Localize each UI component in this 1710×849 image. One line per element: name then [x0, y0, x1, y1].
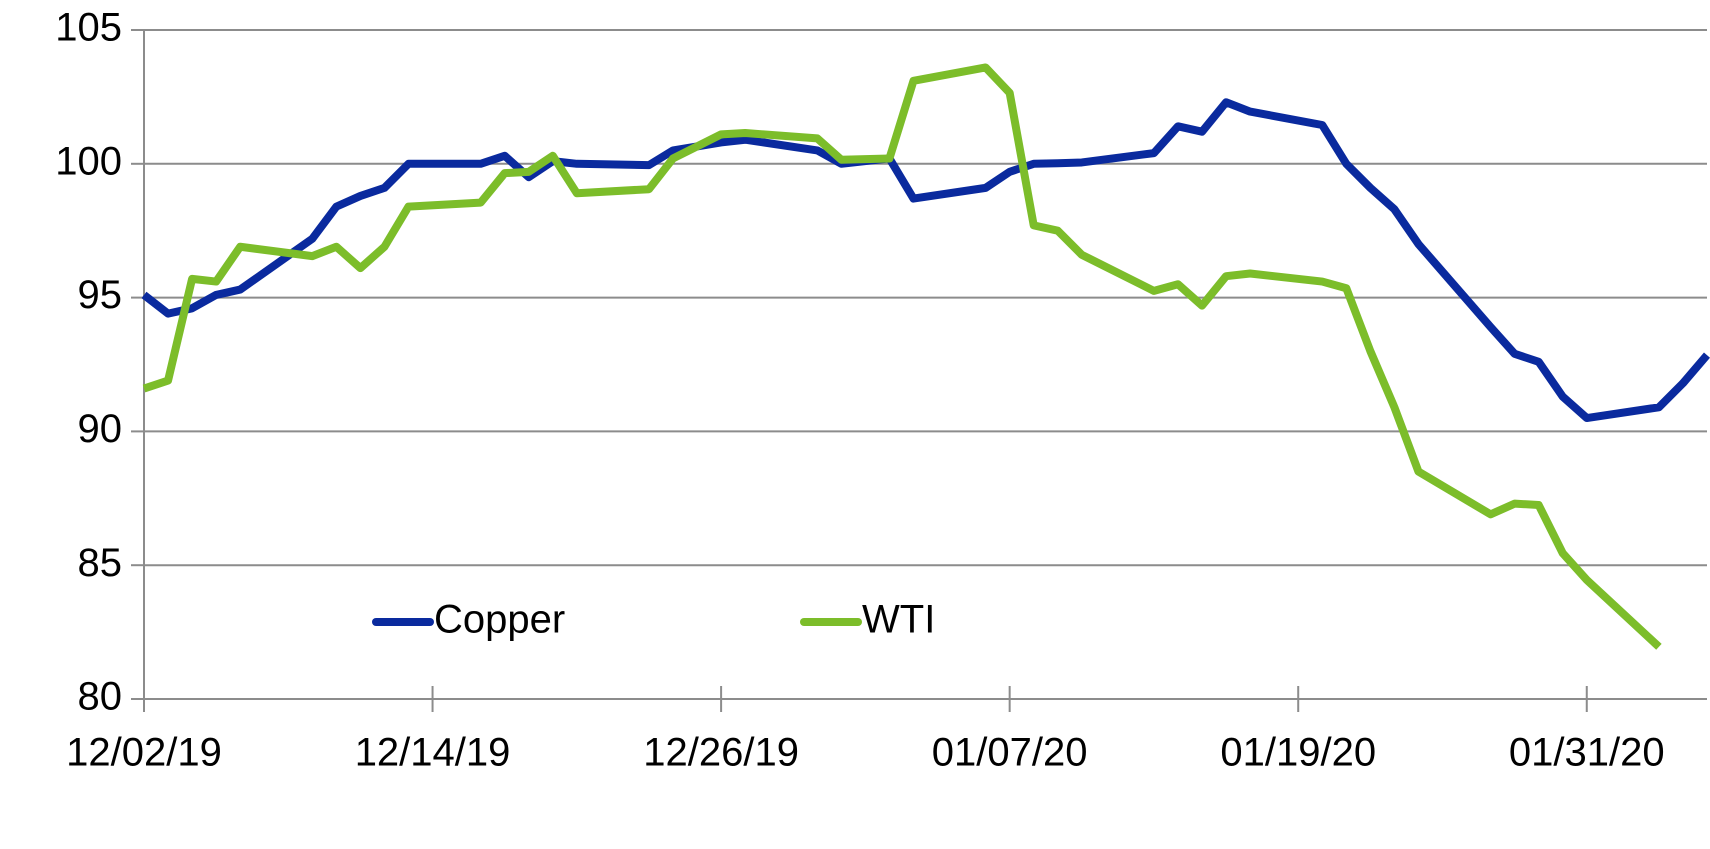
legend-label: Copper: [434, 598, 565, 642]
line-series: [142, 63, 1662, 650]
y-tick-label: 105: [55, 6, 122, 50]
x-tick-label: 01/07/20: [932, 731, 1088, 775]
y-tick-label: 90: [78, 407, 123, 451]
y-tick-label: 85: [78, 541, 123, 585]
y-tick-label: 80: [78, 675, 123, 719]
legend-label: WTI: [862, 598, 935, 642]
x-tick-label: 01/19/20: [1220, 731, 1376, 775]
line-series: [141, 98, 1710, 423]
x-tick-label: 12/14/19: [355, 731, 511, 775]
y-tick-label: 100: [55, 139, 122, 183]
x-tick-label: 12/02/19: [66, 731, 222, 775]
x-tick-label: 12/26/19: [643, 731, 799, 775]
y-tick-label: 95: [78, 273, 123, 317]
x-tick-label: 01/31/20: [1509, 731, 1665, 775]
